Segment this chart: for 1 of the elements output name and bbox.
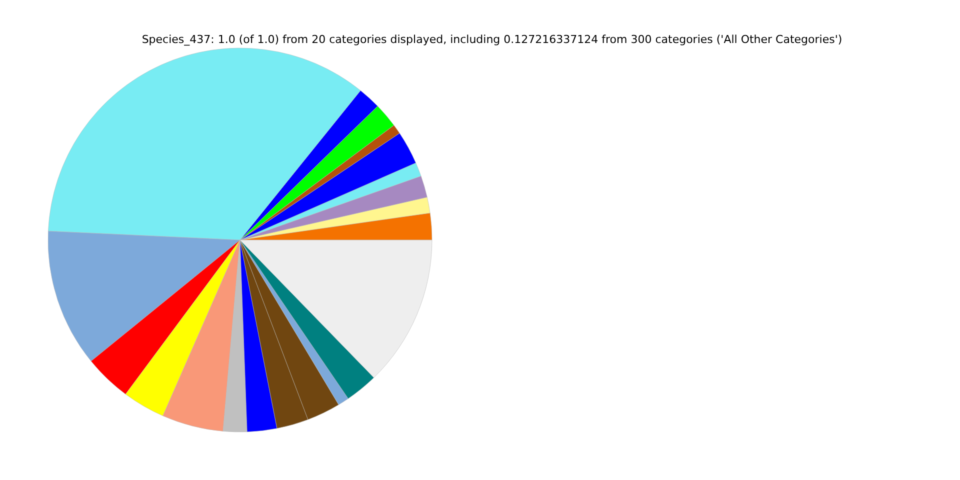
- text: Species_437: 1.0 (of 1.0) from 20 categories displayed, including 0.127216337124 from 300 categories ('All Other Categories'): [142, 33, 842, 46]
